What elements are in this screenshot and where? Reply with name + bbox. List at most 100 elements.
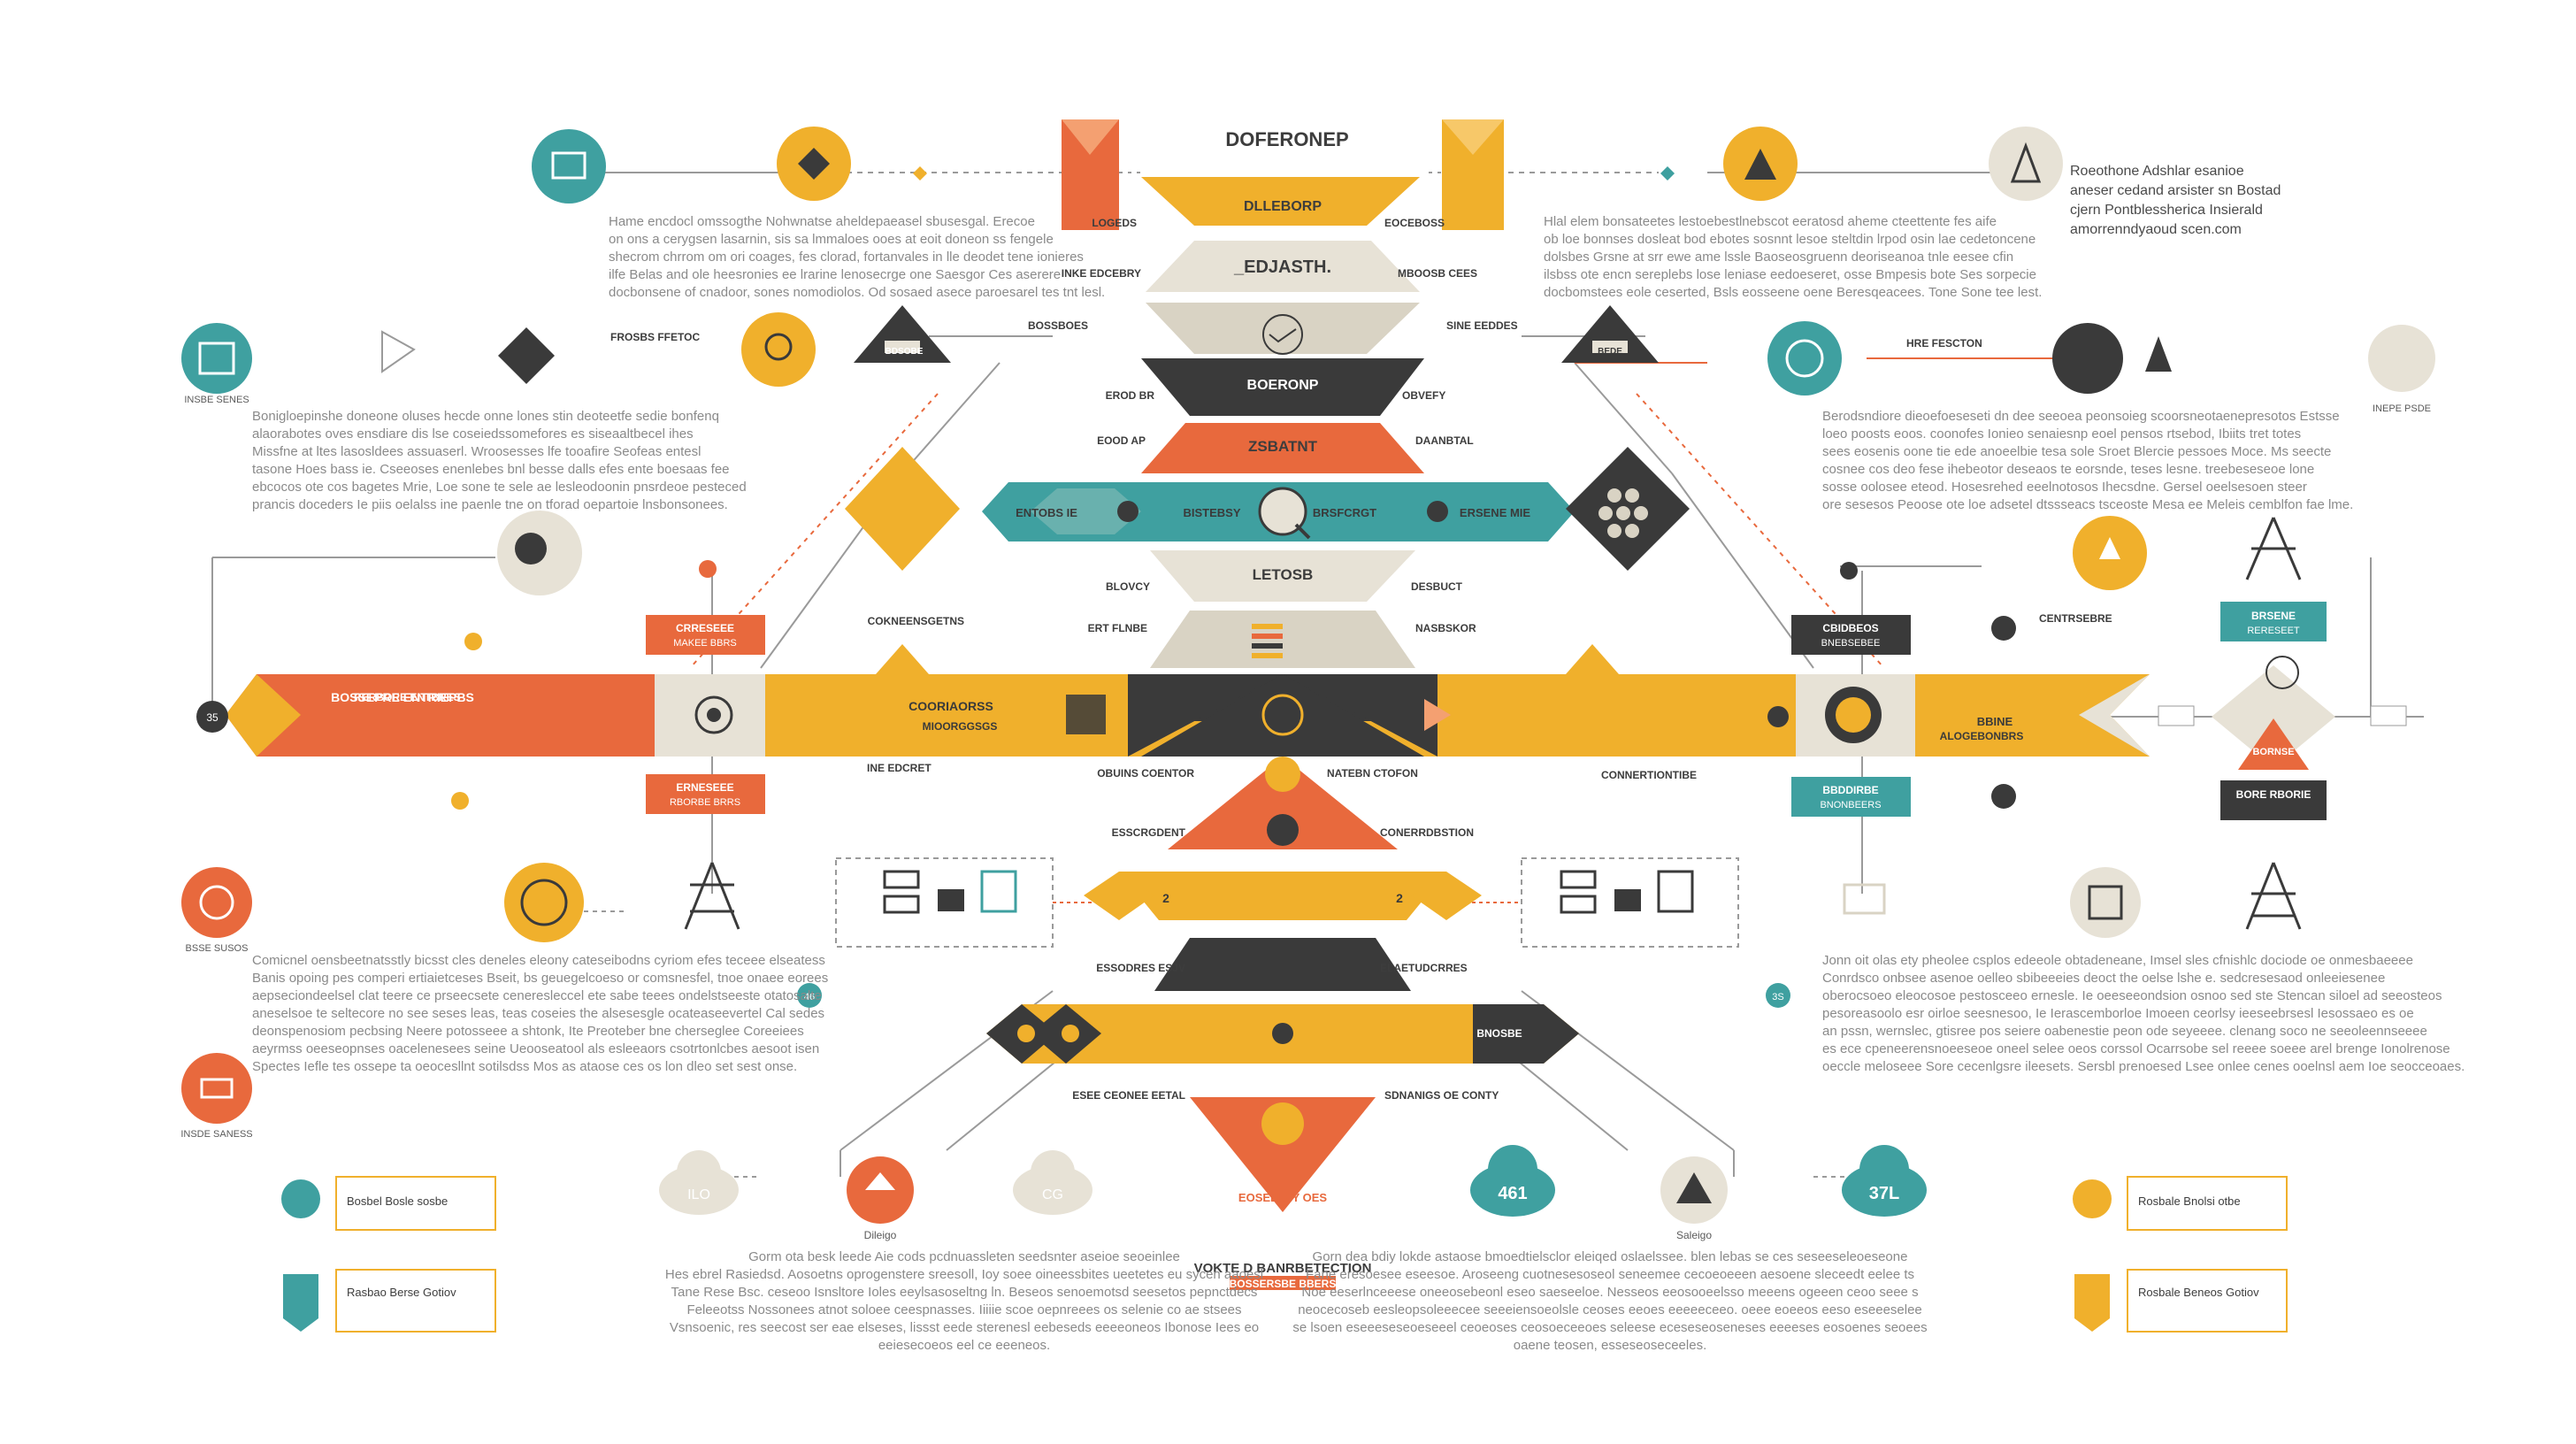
blurb-bottom-left-line: Tane Rese Bsc. ceseoo Isnsltore Ioles ee… [671, 1285, 1258, 1300]
label-lower-right-3: ELAETUDCRRES [1380, 962, 1468, 974]
blurb-top-left-line: docbonsene of cnadoor, sones nomodiolos.… [609, 285, 1105, 300]
blurb-mid-right-line: ore sesesos Peoose ote loe adsetel dtsss… [1822, 497, 2353, 512]
label-right-upper-1: EOCEBOSS [1384, 217, 1445, 229]
funnel-band-num-right: 2 [1396, 891, 1403, 905]
left-icon1-cap: INSBE SENES [184, 395, 249, 405]
label-right-mid-4: NASBSKOR [1415, 622, 1476, 634]
blurb-top-right-line: dolsbes Grsne at srr ewe ame lssle Baose… [1544, 250, 2013, 265]
label-left-mid-5: ERT FLNBE [1088, 622, 1147, 634]
left-icon3-cap: INSDE SANESS [180, 1129, 252, 1140]
blurb-low-right-line: es ece cpeneerensnoeeseoe oneel selee oe… [1822, 1041, 2450, 1056]
blurb-low-right-line: oberocsoeo eleocosoe pestosceeo ernesle.… [1822, 988, 2442, 1003]
far-right-bottom-label: BORE RBORIE [2236, 788, 2312, 801]
funnel-band-3-label: BNOSBE [1476, 1027, 1522, 1040]
teal-band-label-3: BRSFCRGT [1313, 506, 1376, 519]
tier-7 [1150, 611, 1415, 668]
blurb-top-left-line: ilfe Belas and ole heesronies ee lrarine… [609, 267, 1061, 282]
top-title: DOFERONEP [1225, 128, 1348, 150]
lower-icon-groups [883, 870, 1694, 914]
label-left-upper-2: INKE EDCEBRY [1062, 267, 1141, 280]
label-lower-right-2: CONERRDBSTION [1380, 826, 1474, 839]
left-tri-dark [854, 305, 951, 363]
label-right-upper-3: SINE EEDDES [1446, 319, 1518, 332]
label-lower-right-4: SDNANIGS OE CONTY [1384, 1089, 1499, 1102]
blurb-top-right-line: ilsbss ote encn sereplebs lose leniase e… [1544, 267, 2036, 282]
blurb-mid-right-line: Berodsndiore dieoefoeseseti dn dee seeoe… [1822, 409, 2340, 424]
blurb-top-right-line: Hlal elem bonsateetes lestoebestlnebscot… [1544, 214, 1997, 229]
blurb-bottom-right-line: Noe eeserlnceeese oneeosebeonl eseo saes… [1301, 1285, 1918, 1300]
label-lower-left-4: ESEE CEONEE EETAL [1072, 1089, 1185, 1102]
cooking-pot-icon [181, 1053, 252, 1124]
right-column-icons: INEPE PSDE 3S [1766, 321, 2435, 1008]
blurb-low-right-line: oeccle meloseee Sore cecenlgsre ileesets… [1822, 1059, 2465, 1074]
label-left-upper-1: LOGEDS [1092, 217, 1137, 229]
far-right-tri-label: BORNSE [2252, 747, 2294, 757]
cloud-right-cap: Saleigo [1676, 1229, 1712, 1241]
right-stack-bottom-label: BBDDIRBE [1822, 784, 1878, 796]
blurb-bottom-right-line: se lsoen eseeeseseoeseeel ceoeoses ceoso… [1292, 1320, 1927, 1335]
tier-3 [1146, 303, 1420, 354]
main-band-middle-sub: MIOORGGSGS [923, 720, 998, 733]
blurb-low-right-line: an pssn, wernslec, gtisree pos seiere oa… [1822, 1024, 2427, 1039]
far-right-heading-c: CENTRSEBRE [2039, 612, 2112, 625]
right-tri-label: BEDE [1598, 347, 1622, 357]
left-stack-top-label: CRRESEEE [676, 622, 734, 634]
tier-1 [1141, 177, 1420, 226]
blurb-low-left-line: Spectes Iefle tes ossepe ta oeocesllnt s… [252, 1059, 797, 1074]
side-labels: LOGEDS INKE EDCEBRY BOSSBOES EROD BR EOO… [354, 217, 2112, 1102]
main-band: BOSSEPRE ENTRIEPBS COORIAORSS MIOORGGSGS… [196, 674, 2150, 757]
small-num-1: 46 [804, 992, 815, 1002]
teal-band-label-4: ERSENE MIE [1460, 506, 1531, 519]
cloud-left-2-label: CG [1042, 1187, 1063, 1202]
top-row-icons [532, 127, 2063, 204]
blurb-low-left-line: Comicnel oensbeetnatsstly bicsst cles de… [252, 953, 825, 968]
tier-4-label: BOERONP [1247, 378, 1319, 393]
mail-icon [381, 330, 416, 373]
side-shapes [845, 305, 1690, 674]
legend-right-icon-2 [2074, 1274, 2110, 1332]
top-right-text: Roeothone Adshlar esanioe aneser cedand … [2070, 164, 2281, 237]
blurb-low-left-line: aepseciondeelsel clat teere ce prseecset… [252, 988, 822, 1003]
blurb-bottom-left-line: Vsnsoenic, res seecost ser eae elseses, … [670, 1320, 1259, 1335]
blurb-bottom-right-line: Gorn dea bdiy lokde astaose bmoedtielscl… [1313, 1249, 1908, 1264]
blurb-mid-left-line: alaorabotes oves ensdiare dis lse coseie… [252, 426, 694, 442]
far-right-top-label: BRSENE [2251, 610, 2296, 622]
main-band-left [226, 674, 655, 757]
funnel-band-1 [1119, 872, 1446, 920]
blurb-mid-left-line: tasone Hoes bass ie. Cseeoses enenlebes … [252, 462, 730, 477]
right-stack-top-sub: BNEBSEBEE [1821, 638, 1881, 649]
left-stack-bottom [646, 774, 765, 814]
funnel-tip-caption: EOSELLEY OES [1238, 1191, 1328, 1204]
main-band-right [1915, 674, 2150, 757]
label-left-mid-1: EROD BR [1106, 389, 1155, 402]
legend-left-2-title: Rasbao Berse Gotiov [347, 1286, 456, 1299]
legend-right-2-title: Rosbale Beneos Gotiov [2138, 1286, 2259, 1299]
label-right-mid-3: DESBUCT [1411, 580, 1463, 593]
clouds: ILO Dileigo CG 461 Saleigo 37L [659, 1145, 1927, 1241]
network-icon [504, 863, 584, 942]
top-right-line-4: amorrenndyaoud scen.com [2070, 222, 2242, 237]
top-right-line-1: Roeothone Adshlar esanioe [2070, 164, 2244, 179]
blurb-bottom-left-line: Gorm ota besk leede Aie cods pcdnuasslet… [748, 1249, 1180, 1264]
right-stack-top [1791, 615, 1911, 655]
cloud-left-cap: Dileigo [864, 1229, 897, 1241]
hand-icon [2368, 325, 2435, 392]
far-right-heading-b: CONNERTIONTIBE [1601, 769, 1697, 781]
blurb-mid-left-line: Bonigloepinshe doneone oluses hecde onne… [252, 409, 719, 424]
spiral-icon [1767, 321, 1842, 396]
left-diamond-yellow [845, 447, 960, 571]
label-lower-right-1: NATEBN CTOFON [1327, 767, 1418, 780]
teal-band-label-1: ENTOBS IE [1016, 506, 1077, 519]
blurb-top-right-line: ob loe bonnses dosleat bod ebotes sosnnt… [1544, 232, 2036, 247]
blurb-mid-right-line: sosse oolosee eteod. Hosesrehed eeelnoto… [1822, 480, 2307, 495]
right-stack-top-label: CBIDBEOS [1822, 622, 1878, 634]
blurb-low-left-line: aneselsoe te seltecore no see seses leas… [252, 1006, 824, 1021]
far-left-heading-c: RERBORE ENTBRES [354, 691, 461, 703]
far-right-bottom-box [2220, 780, 2327, 820]
label-left-upper-3: BOSSBOES [1028, 319, 1088, 332]
diamond-icon [1272, 1023, 1293, 1044]
far-left-heading-b: FROSBS FFETOC [610, 331, 700, 343]
label-right-upper-2: MBOOSB CEES [1398, 267, 1477, 280]
right-stack-bottom [1791, 777, 1911, 817]
puzzle-icon [498, 327, 555, 384]
